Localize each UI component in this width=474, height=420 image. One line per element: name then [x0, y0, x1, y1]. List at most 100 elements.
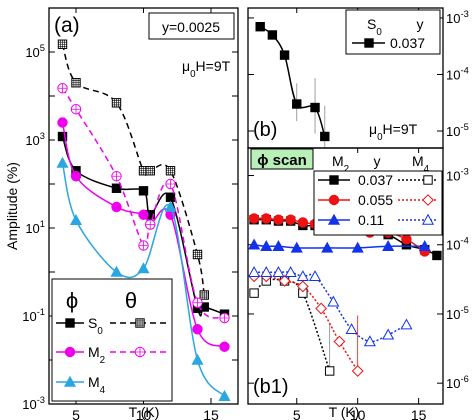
legend-label: M2	[88, 344, 105, 366]
scan-tag: ϕ scan	[257, 152, 307, 169]
data-point	[111, 201, 122, 213]
marker-circle	[273, 214, 284, 225]
marker-cross	[193, 298, 202, 307]
marker-square	[57, 131, 68, 142]
marker-open-triangle	[400, 318, 413, 330]
marker-square	[432, 250, 442, 261]
y-tick-label: 10-4	[446, 236, 469, 253]
marker-open-triangle	[272, 266, 285, 277]
marker-triangle	[418, 240, 431, 251]
data-point	[310, 102, 320, 113]
legend-box	[345, 9, 441, 55]
marker-open-triangle	[308, 270, 322, 282]
data-point	[199, 290, 209, 300]
marker-open-diamond	[333, 335, 346, 348]
legend-marker	[64, 346, 76, 358]
marker-triangle	[290, 241, 303, 253]
panel-a: 10-3 10-1 101 103 105 5 10 15 (a) y=0.0025 μ0H=9T T…	[4, 7, 239, 420]
series-m2-θ	[57, 83, 230, 324]
marker-open-square	[324, 366, 335, 376]
marker-circle	[70, 171, 82, 182]
marker-square	[364, 38, 374, 48]
data-point	[333, 335, 346, 348]
data-point	[351, 241, 364, 253]
marker-square	[310, 102, 320, 113]
x-tick-label: 5	[72, 407, 80, 420]
legend-header-s0: S0	[367, 16, 382, 38]
x-tick-label: 10	[136, 407, 152, 420]
marker-circle	[64, 346, 76, 358]
marker-cross	[166, 179, 175, 189]
marker-circle	[261, 213, 272, 224]
marker-triangle	[321, 241, 334, 253]
marker-open-square	[249, 288, 259, 298]
series-0.037	[255, 22, 330, 148]
data-point	[71, 78, 81, 88]
marker-triangle	[327, 213, 341, 225]
y-tick-label: 105	[25, 43, 45, 60]
y-tick-label: 10-5	[446, 305, 469, 322]
panel-label: (a)	[54, 14, 80, 37]
marker-grid	[71, 78, 81, 87]
series-s0	[57, 131, 230, 319]
marker-grid	[139, 166, 148, 175]
legend-marker	[63, 375, 77, 387]
y-tick-label: 10-3	[446, 9, 469, 26]
data-point	[296, 280, 309, 293]
panel-label: (b)	[253, 119, 277, 141]
legend-header-phi: ϕ	[66, 288, 78, 313]
data-point	[248, 266, 261, 277]
series-0.037-m4	[249, 276, 335, 376]
marker-grid	[166, 166, 175, 175]
data-point	[382, 328, 395, 340]
data-point	[145, 166, 155, 176]
data-point	[351, 365, 364, 377]
marker-circle	[297, 217, 309, 228]
legend-header-m2: M2	[332, 153, 349, 175]
panel-label: (b1)	[253, 376, 289, 398]
marker-square	[111, 183, 122, 193]
marker-square	[292, 99, 302, 109]
marker-open-triangle	[421, 213, 435, 225]
marker-cross	[139, 241, 148, 250]
data-point	[401, 234, 412, 245]
scan-tag-box	[250, 148, 314, 170]
marker-open-diamond	[278, 275, 291, 287]
marker-triangle	[69, 214, 83, 225]
marker-triangle	[351, 241, 364, 253]
data-point	[111, 98, 122, 108]
data-point	[255, 22, 265, 32]
data-point	[382, 240, 395, 251]
data-point	[138, 209, 149, 220]
series-0.11	[248, 238, 431, 253]
marker-open-triangle	[327, 295, 340, 307]
marker-circle	[401, 234, 412, 245]
marker-grid	[193, 250, 202, 259]
marker-square	[267, 30, 278, 40]
legend-label: S0	[88, 315, 103, 337]
marker-grid	[146, 166, 155, 175]
marker-square	[329, 175, 339, 185]
legend-label: M4	[88, 374, 106, 396]
legend-header-m4: M4	[412, 153, 430, 175]
marker-open-square	[423, 175, 433, 185]
marker-triangle	[191, 353, 204, 365]
marker-open-triangle	[248, 266, 261, 277]
marker-triangle	[218, 390, 231, 401]
legend-header-y: y	[417, 16, 424, 32]
data-point	[284, 266, 297, 277]
marker-circle	[57, 117, 68, 128]
series-line	[253, 278, 331, 372]
marker-square	[320, 131, 330, 142]
marker-triangle	[56, 156, 69, 168]
plot-frame	[247, 147, 444, 405]
legend: S0 y 0.037	[345, 9, 441, 55]
data-point	[272, 266, 285, 277]
marker-open-triangle	[284, 266, 297, 277]
data-point	[292, 99, 302, 109]
legend: ϕ θ S0 M2 M4	[51, 278, 173, 402]
data-point	[248, 213, 260, 224]
marker-circle	[328, 194, 340, 206]
legend-label: 0.037	[390, 35, 425, 51]
